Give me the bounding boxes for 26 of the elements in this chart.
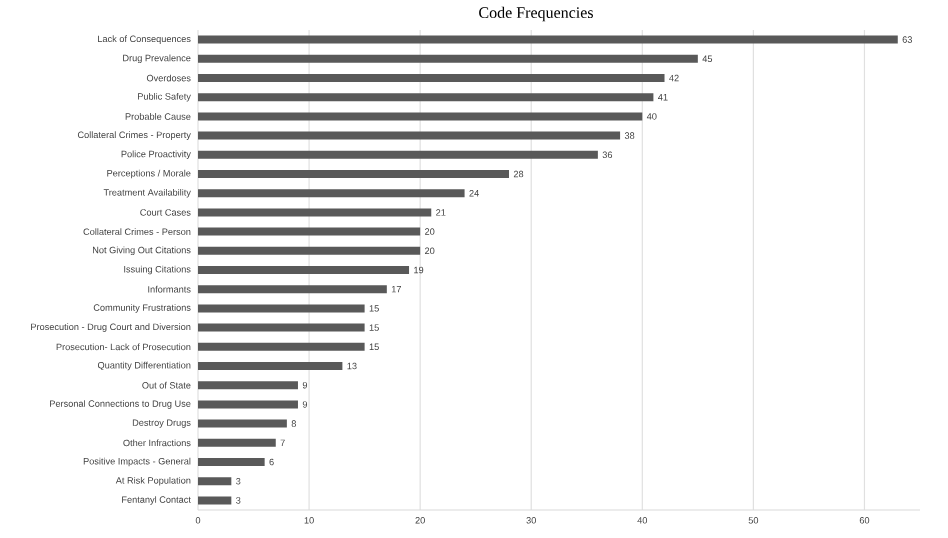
bar [198, 266, 410, 275]
bar [198, 458, 265, 467]
bar [198, 227, 421, 236]
bar [198, 285, 387, 294]
bar [198, 150, 598, 159]
bar [198, 35, 898, 44]
bar [198, 477, 232, 486]
bar [198, 208, 432, 217]
bar [198, 74, 665, 83]
bar [198, 323, 365, 332]
bar [198, 362, 343, 371]
bar [198, 246, 421, 255]
bar [198, 438, 276, 447]
bar [198, 170, 510, 179]
bar [198, 496, 232, 505]
bar [198, 400, 298, 409]
bar [198, 342, 365, 351]
bar [198, 131, 621, 140]
bar [198, 381, 298, 390]
bar [198, 93, 654, 102]
bar [198, 419, 287, 428]
bar [198, 54, 698, 63]
chart-title: Code Frequencies [479, 6, 593, 22]
bar [198, 304, 365, 313]
bar [198, 112, 643, 121]
bar [198, 189, 465, 198]
